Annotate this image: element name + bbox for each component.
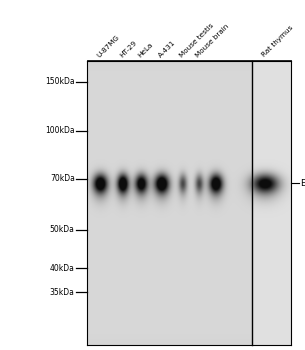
Text: 70kDa: 70kDa [50, 174, 75, 183]
Text: Rat thymus: Rat thymus [260, 25, 294, 58]
Text: HT-29: HT-29 [118, 39, 138, 58]
Text: Mouse testis: Mouse testis [178, 22, 215, 58]
Text: U-87MG: U-87MG [96, 34, 121, 58]
Text: 35kDa: 35kDa [50, 288, 75, 297]
Text: HeLa: HeLa [137, 41, 154, 58]
Text: A-431: A-431 [157, 39, 177, 58]
Text: Mouse brain: Mouse brain [195, 23, 230, 58]
Text: 50kDa: 50kDa [50, 225, 75, 234]
Text: 100kDa: 100kDa [45, 126, 75, 135]
Text: E2F1: E2F1 [300, 178, 305, 188]
Text: 150kDa: 150kDa [45, 77, 75, 86]
Text: 40kDa: 40kDa [50, 264, 75, 273]
